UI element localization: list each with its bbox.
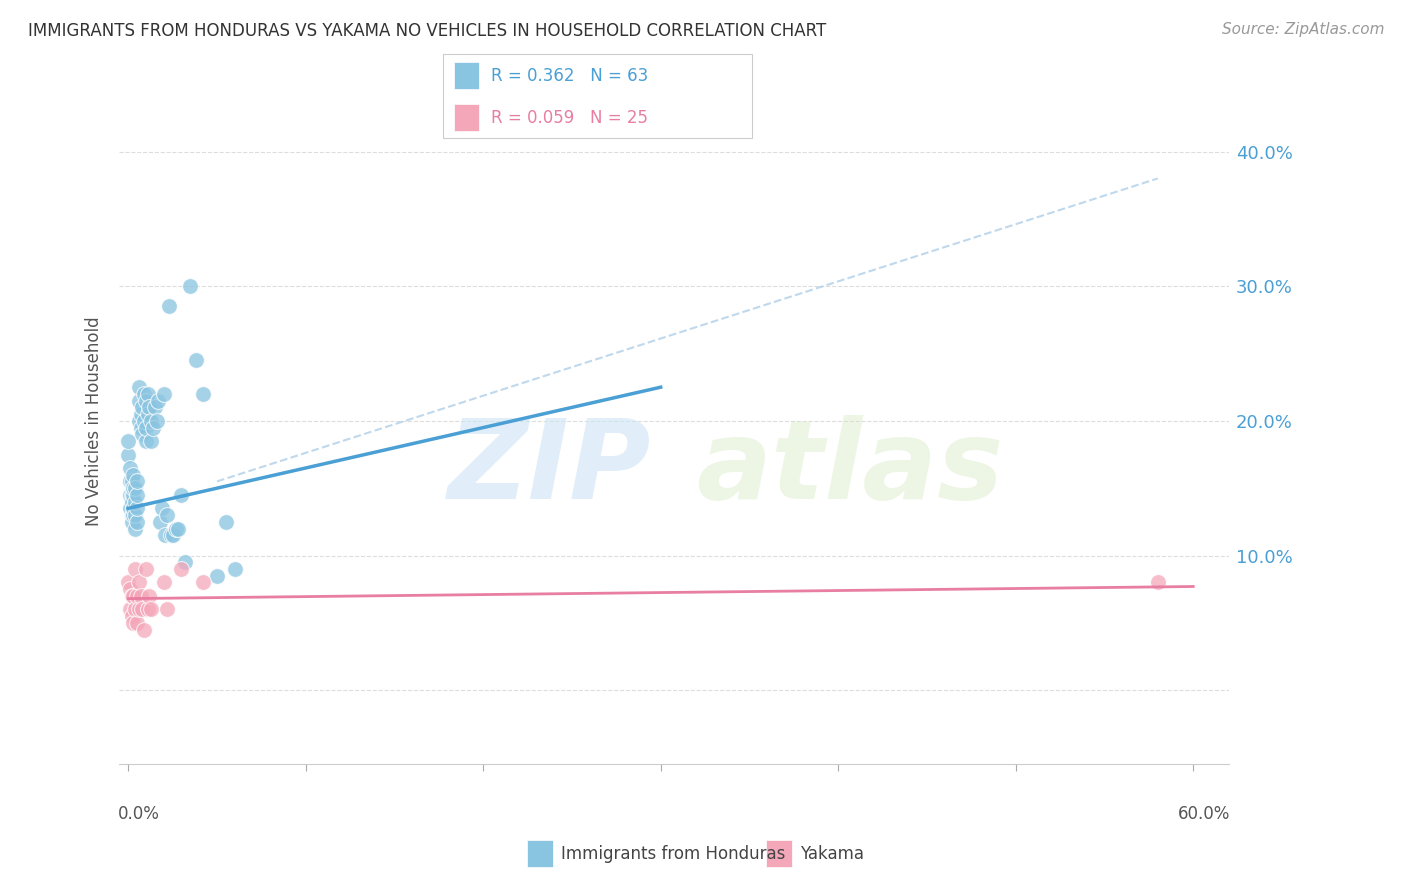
- Point: [125, 475, 148, 489]
- Point: [150, 501, 173, 516]
- Point: [152, 575, 174, 590]
- Point: [135, 420, 157, 434]
- Point: [117, 448, 139, 462]
- Text: Yakama: Yakama: [800, 845, 865, 863]
- Text: R = 0.059   N = 25: R = 0.059 N = 25: [491, 109, 648, 127]
- Point: [128, 602, 150, 616]
- Point: [122, 488, 145, 502]
- Point: [179, 279, 201, 293]
- Point: [121, 475, 143, 489]
- Point: [166, 522, 188, 536]
- Point: [129, 407, 152, 421]
- Point: [124, 602, 146, 616]
- Point: [121, 488, 143, 502]
- Point: [128, 380, 150, 394]
- Text: R = 0.362   N = 63: R = 0.362 N = 63: [491, 67, 648, 85]
- Point: [142, 420, 165, 434]
- Point: [122, 501, 145, 516]
- Point: [122, 615, 145, 630]
- Point: [138, 401, 160, 415]
- Point: [134, 387, 156, 401]
- Point: [121, 515, 143, 529]
- Point: [215, 515, 238, 529]
- Point: [141, 414, 163, 428]
- Point: [131, 602, 153, 616]
- Point: [118, 501, 141, 516]
- Point: [174, 555, 197, 569]
- Y-axis label: No Vehicles in Household: No Vehicles in Household: [86, 316, 103, 525]
- Point: [121, 494, 143, 508]
- Point: [125, 589, 148, 603]
- Text: 0.0%: 0.0%: [118, 805, 160, 823]
- Point: [124, 562, 146, 576]
- Point: [224, 562, 246, 576]
- Point: [170, 562, 193, 576]
- Point: [122, 589, 145, 603]
- Point: [156, 602, 179, 616]
- Point: [145, 414, 167, 428]
- Text: ZIP: ZIP: [449, 416, 652, 523]
- Point: [122, 481, 145, 495]
- Text: 60.0%: 60.0%: [1177, 805, 1230, 823]
- Point: [141, 602, 163, 616]
- Point: [121, 609, 143, 624]
- Point: [121, 508, 143, 522]
- Point: [118, 475, 141, 489]
- Point: [136, 602, 159, 616]
- Point: [205, 568, 228, 582]
- Text: Source: ZipAtlas.com: Source: ZipAtlas.com: [1222, 22, 1385, 37]
- Point: [184, 353, 207, 368]
- Point: [135, 393, 157, 408]
- Point: [136, 387, 159, 401]
- Point: [159, 528, 181, 542]
- Point: [155, 528, 177, 542]
- Point: [134, 414, 156, 428]
- Point: [143, 401, 166, 415]
- Point: [121, 589, 143, 603]
- Point: [118, 602, 141, 616]
- Point: [122, 467, 145, 482]
- Point: [117, 575, 139, 590]
- Point: [131, 401, 153, 415]
- Point: [191, 575, 214, 590]
- Point: [122, 508, 145, 522]
- Point: [191, 387, 214, 401]
- Point: [124, 481, 146, 495]
- Point: [118, 461, 141, 475]
- Point: [136, 407, 159, 421]
- Point: [125, 615, 148, 630]
- Point: [134, 623, 156, 637]
- Text: Immigrants from Honduras: Immigrants from Honduras: [561, 845, 786, 863]
- Point: [138, 589, 160, 603]
- Point: [135, 434, 157, 448]
- Text: IMMIGRANTS FROM HONDURAS VS YAKAMA NO VEHICLES IN HOUSEHOLD CORRELATION CHART: IMMIGRANTS FROM HONDURAS VS YAKAMA NO VE…: [28, 22, 827, 40]
- Point: [118, 488, 141, 502]
- Point: [124, 494, 146, 508]
- Point: [125, 501, 148, 516]
- Point: [148, 393, 170, 408]
- Point: [125, 488, 148, 502]
- Point: [156, 508, 179, 522]
- Point: [118, 582, 141, 597]
- Point: [170, 488, 193, 502]
- Point: [128, 575, 150, 590]
- Point: [165, 522, 187, 536]
- Point: [157, 299, 180, 313]
- Point: [135, 562, 157, 576]
- Point: [117, 434, 139, 448]
- Point: [129, 589, 152, 603]
- Point: [125, 515, 148, 529]
- Point: [124, 508, 146, 522]
- Point: [141, 434, 163, 448]
- Point: [129, 420, 152, 434]
- Point: [1146, 575, 1168, 590]
- Point: [131, 427, 153, 442]
- Point: [149, 515, 172, 529]
- Point: [152, 387, 174, 401]
- Text: atlas: atlas: [696, 416, 1004, 523]
- Point: [162, 528, 184, 542]
- Point: [124, 522, 146, 536]
- Point: [128, 393, 150, 408]
- Point: [128, 414, 150, 428]
